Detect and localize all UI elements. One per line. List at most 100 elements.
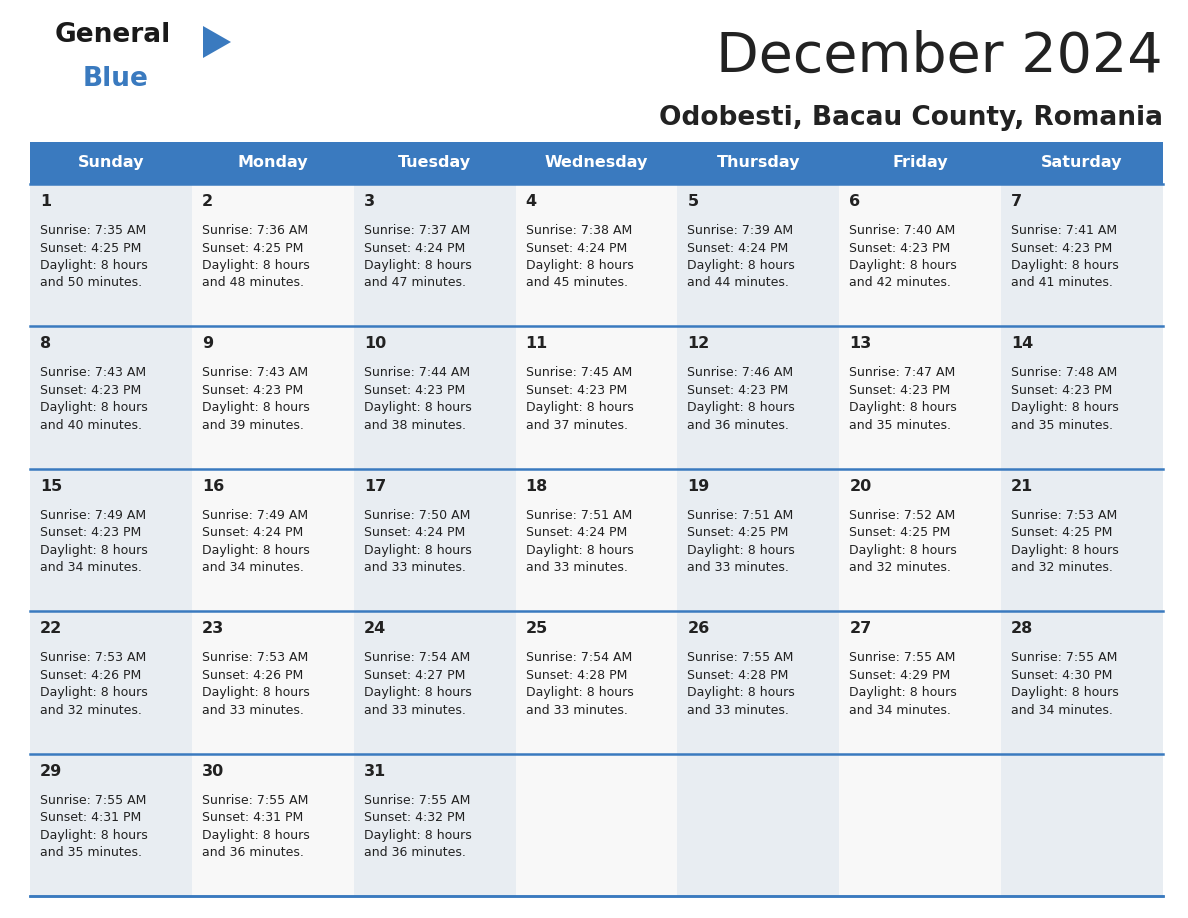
Text: 7: 7 [1011, 194, 1022, 209]
Text: 28: 28 [1011, 621, 1034, 636]
Bar [354, 469, 516, 611]
Text: Sunrise: 7:37 AM: Sunrise: 7:37 AM [364, 224, 470, 237]
Text: Sunrise: 7:51 AM: Sunrise: 7:51 AM [525, 509, 632, 521]
Text: and 35 minutes.: and 35 minutes. [849, 419, 952, 431]
Text: and 35 minutes.: and 35 minutes. [1011, 419, 1113, 431]
Text: Sunset: 4:26 PM: Sunset: 4:26 PM [40, 668, 141, 682]
Text: Odobesti, Bacau County, Romania: Odobesti, Bacau County, Romania [659, 105, 1163, 131]
Text: Sunrise: 7:55 AM: Sunrise: 7:55 AM [202, 793, 308, 807]
Bar [516, 184, 677, 327]
Text: Sunset: 4:24 PM: Sunset: 4:24 PM [688, 241, 789, 254]
Text: 6: 6 [849, 194, 860, 209]
Text: Sunrise: 7:45 AM: Sunrise: 7:45 AM [525, 366, 632, 379]
Text: and 32 minutes.: and 32 minutes. [40, 704, 141, 717]
Bar [1001, 184, 1163, 327]
Bar [30, 142, 191, 184]
Bar [516, 142, 677, 184]
Text: Tuesday: Tuesday [398, 155, 472, 171]
Text: Sunset: 4:25 PM: Sunset: 4:25 PM [688, 526, 789, 539]
Bar [30, 184, 191, 327]
Text: Thursday: Thursday [716, 155, 800, 171]
Text: Daylight: 8 hours: Daylight: 8 hours [40, 401, 147, 414]
Text: Sunset: 4:23 PM: Sunset: 4:23 PM [40, 526, 141, 539]
Text: Sunrise: 7:40 AM: Sunrise: 7:40 AM [849, 224, 955, 237]
Bar [516, 754, 677, 896]
Bar [516, 611, 677, 754]
Text: and 34 minutes.: and 34 minutes. [1011, 704, 1113, 717]
Text: Sunrise: 7:55 AM: Sunrise: 7:55 AM [364, 793, 470, 807]
Text: Daylight: 8 hours: Daylight: 8 hours [688, 259, 795, 272]
Text: Sunset: 4:23 PM: Sunset: 4:23 PM [525, 384, 627, 397]
Bar [1001, 142, 1163, 184]
Text: and 36 minutes.: and 36 minutes. [688, 419, 789, 431]
Text: 5: 5 [688, 194, 699, 209]
Text: Daylight: 8 hours: Daylight: 8 hours [364, 829, 472, 842]
Text: and 34 minutes.: and 34 minutes. [40, 561, 141, 575]
Text: Sunset: 4:24 PM: Sunset: 4:24 PM [525, 526, 627, 539]
Text: Daylight: 8 hours: Daylight: 8 hours [525, 401, 633, 414]
Bar [677, 184, 839, 327]
Text: 18: 18 [525, 479, 548, 494]
Text: Daylight: 8 hours: Daylight: 8 hours [525, 686, 633, 700]
Text: Sunrise: 7:47 AM: Sunrise: 7:47 AM [849, 366, 955, 379]
Text: 20: 20 [849, 479, 872, 494]
Text: Sunrise: 7:55 AM: Sunrise: 7:55 AM [688, 651, 794, 665]
Text: Sunrise: 7:55 AM: Sunrise: 7:55 AM [40, 793, 146, 807]
Text: Monday: Monday [238, 155, 308, 171]
Text: and 44 minutes.: and 44 minutes. [688, 276, 789, 289]
Text: Friday: Friday [892, 155, 948, 171]
Text: and 32 minutes.: and 32 minutes. [1011, 561, 1113, 575]
Bar [354, 184, 516, 327]
Bar [354, 754, 516, 896]
Text: Sunrise: 7:54 AM: Sunrise: 7:54 AM [525, 651, 632, 665]
Text: 22: 22 [40, 621, 62, 636]
Text: Sunset: 4:23 PM: Sunset: 4:23 PM [364, 384, 465, 397]
Text: Sunset: 4:24 PM: Sunset: 4:24 PM [364, 241, 465, 254]
Text: Sunset: 4:29 PM: Sunset: 4:29 PM [849, 668, 950, 682]
Text: and 41 minutes.: and 41 minutes. [1011, 276, 1113, 289]
Text: 30: 30 [202, 764, 225, 778]
Text: Sunrise: 7:50 AM: Sunrise: 7:50 AM [364, 509, 470, 521]
Bar [839, 469, 1001, 611]
Bar [839, 184, 1001, 327]
Text: and 47 minutes.: and 47 minutes. [364, 276, 466, 289]
Text: 9: 9 [202, 336, 213, 352]
Bar [191, 469, 354, 611]
Text: 3: 3 [364, 194, 375, 209]
Bar [516, 469, 677, 611]
Bar [30, 469, 191, 611]
Text: Sunrise: 7:44 AM: Sunrise: 7:44 AM [364, 366, 469, 379]
Text: Sunrise: 7:43 AM: Sunrise: 7:43 AM [202, 366, 308, 379]
Text: Sunset: 4:25 PM: Sunset: 4:25 PM [1011, 526, 1112, 539]
Text: and 33 minutes.: and 33 minutes. [202, 704, 304, 717]
Text: Sunset: 4:23 PM: Sunset: 4:23 PM [688, 384, 789, 397]
Text: Daylight: 8 hours: Daylight: 8 hours [688, 401, 795, 414]
Text: Sunset: 4:23 PM: Sunset: 4:23 PM [1011, 384, 1112, 397]
Text: and 33 minutes.: and 33 minutes. [688, 561, 789, 575]
Text: Daylight: 8 hours: Daylight: 8 hours [1011, 543, 1119, 557]
Text: Sunset: 4:24 PM: Sunset: 4:24 PM [364, 526, 465, 539]
Text: and 33 minutes.: and 33 minutes. [364, 561, 466, 575]
Text: Sunrise: 7:49 AM: Sunrise: 7:49 AM [40, 509, 146, 521]
Text: Daylight: 8 hours: Daylight: 8 hours [364, 259, 472, 272]
Text: 15: 15 [40, 479, 62, 494]
Text: Sunrise: 7:55 AM: Sunrise: 7:55 AM [1011, 651, 1118, 665]
Text: and 37 minutes.: and 37 minutes. [525, 419, 627, 431]
Text: 29: 29 [40, 764, 62, 778]
Text: and 36 minutes.: and 36 minutes. [364, 846, 466, 859]
Text: 4: 4 [525, 194, 537, 209]
Text: Sunrise: 7:52 AM: Sunrise: 7:52 AM [849, 509, 955, 521]
Bar [1001, 469, 1163, 611]
Text: Daylight: 8 hours: Daylight: 8 hours [849, 686, 958, 700]
Text: and 38 minutes.: and 38 minutes. [364, 419, 466, 431]
Text: Sunset: 4:23 PM: Sunset: 4:23 PM [202, 384, 303, 397]
Text: Sunrise: 7:43 AM: Sunrise: 7:43 AM [40, 366, 146, 379]
Bar [839, 754, 1001, 896]
Text: Daylight: 8 hours: Daylight: 8 hours [364, 401, 472, 414]
Text: and 33 minutes.: and 33 minutes. [364, 704, 466, 717]
Bar [354, 142, 516, 184]
Text: Sunrise: 7:55 AM: Sunrise: 7:55 AM [849, 651, 955, 665]
Text: Sunrise: 7:54 AM: Sunrise: 7:54 AM [364, 651, 470, 665]
Text: 11: 11 [525, 336, 548, 352]
Bar [191, 754, 354, 896]
